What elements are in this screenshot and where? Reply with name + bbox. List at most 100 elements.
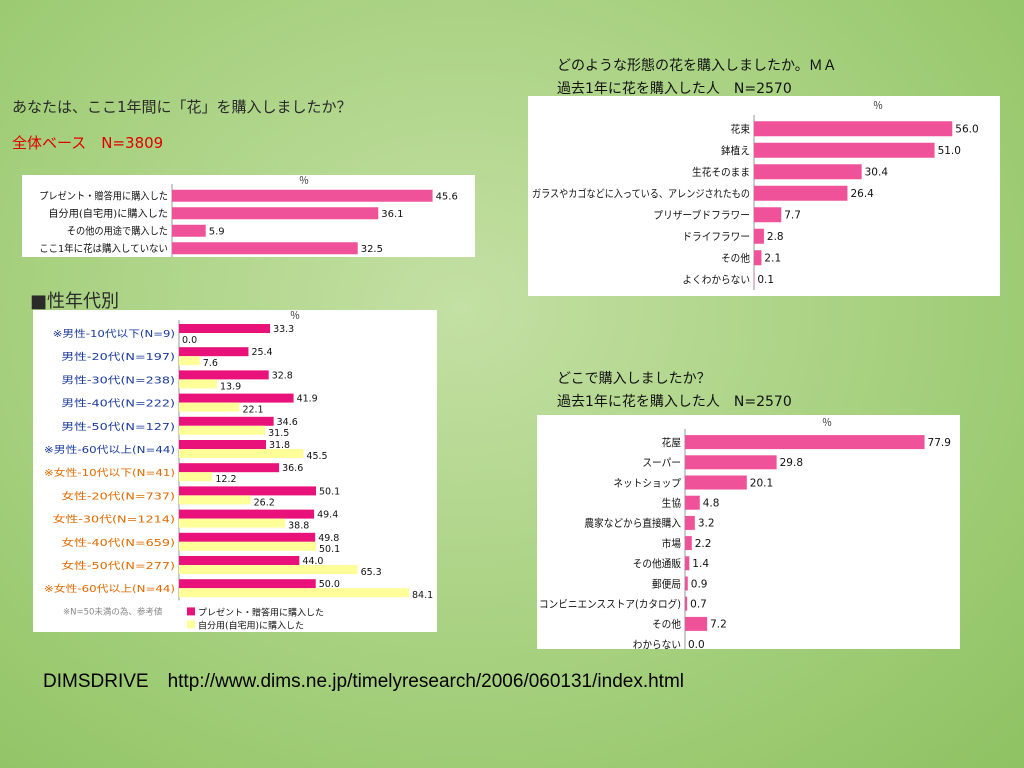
value-label: 30.4 [865, 167, 889, 179]
value-label-self: 38.8 [288, 521, 309, 532]
value-label: 1.4 [692, 558, 709, 570]
bar-series-self [179, 495, 251, 505]
bar-series-gift [179, 463, 280, 473]
value-label-self: 26.2 [254, 497, 275, 508]
bar [685, 475, 747, 490]
value-label-self: 50.1 [319, 544, 340, 555]
bar-series-gift [179, 532, 316, 542]
category-label: ※女性-60代以上(N=44) [44, 583, 175, 595]
bar-series-self [179, 565, 358, 574]
chart-form: ％ 花束 56.0 鉢植え 51.0 生花そのまま 30.4 ガラスやカゴなどに入っている、ア… [532, 101, 979, 290]
section-title-age-gender: ■性年代別 [30, 291, 120, 312]
category-label: コンビニエンスストア(カタログ) [539, 597, 681, 610]
legend-swatch-gift [187, 607, 195, 616]
bar [172, 224, 206, 237]
category-label: 自分用(自宅用)に購入した [48, 207, 168, 220]
value-label: 2.1 [764, 253, 781, 265]
value-label: 77.9 [928, 437, 951, 449]
bar [685, 536, 692, 551]
category-label: 女性-30代(N=1214) [53, 514, 175, 526]
value-label: 32.5 [361, 244, 383, 255]
category-label: 男性-30代(N=238) [61, 374, 175, 386]
category-label: 男性-20代(N=197) [61, 351, 175, 363]
value-label: 29.8 [780, 457, 803, 469]
bar-series-gift [179, 416, 274, 426]
chart-age-gender-panel: ％ ※男性-10代以下(N=9) 33.3 0.0 男性-20代(N=197) 25.4 7… [33, 310, 437, 632]
category-label: ガラスやカゴなどに入っている、アレンジされたもの [532, 187, 750, 200]
value-label: 7.7 [784, 210, 801, 222]
bar [172, 207, 379, 220]
category-label: 市場 [662, 537, 682, 550]
category-label: ※男性-60代以上(N=44) [44, 444, 175, 456]
value-label: 0.1 [757, 274, 774, 286]
value-label-self: 22.1 [242, 405, 263, 416]
bar-series-self [179, 541, 317, 551]
value-label: 0.7 [690, 598, 707, 610]
bar-series-gift [179, 486, 317, 496]
value-label: 5.9 [209, 226, 225, 237]
bar [685, 556, 690, 571]
category-label: よくわからない [682, 274, 750, 286]
bar [685, 435, 925, 450]
bar-series-gift [179, 440, 266, 449]
chart-purchase: ％ プレゼント・贈答用に購入した 45.6 自分用(自宅用)に購入した 36.1 その他の… [39, 176, 458, 257]
value-label-gift: 36.6 [282, 463, 303, 474]
value-label: 51.0 [938, 145, 961, 157]
bar-series-gift [179, 579, 316, 589]
unit-label: ％ [822, 418, 832, 429]
bar-series-self [179, 379, 218, 389]
bar [172, 189, 433, 202]
category-label: 女性-40代(N=659) [61, 537, 175, 549]
value-label-self: 45.5 [306, 451, 327, 462]
form-question-line2: 過去1年に花を購入した人 N=2570 [557, 81, 792, 97]
purchase-question-base: 全体ベース N=3809 [12, 134, 164, 152]
chart-note: ※N=50未満の為、参考値 [63, 606, 163, 617]
bar [685, 576, 688, 591]
value-label-gift: 50.0 [319, 579, 340, 590]
bar-series-gift [179, 347, 249, 357]
bar-series-gift [179, 324, 271, 333]
category-label: 花屋 [662, 436, 681, 449]
bar [754, 185, 848, 201]
chart-age-gender: ％ ※男性-10代以下(N=9) 33.3 0.0 男性-20代(N=197) 25.4 7… [44, 311, 433, 631]
unit-label: ％ [299, 176, 309, 187]
category-label: 男性-50代(N=127) [61, 421, 175, 433]
bar-series-self [179, 518, 286, 528]
chart-form-panel: ％ 花束 56.0 鉢植え 51.0 生花そのまま 30.4 ガラスやカゴなどに入っている、ア… [528, 96, 1000, 296]
legend-label-gift: プレゼント・贈答用に購入した [198, 606, 324, 618]
category-label: ここ1年に花は購入していない [39, 242, 168, 255]
category-label: ドライフラワー [682, 231, 750, 243]
value-label-gift: 50.1 [319, 486, 340, 497]
value-label-gift: 41.9 [297, 394, 318, 405]
chart-purchase-panel: ％ プレゼント・贈答用に購入した 45.6 自分用(自宅用)に購入した 36.1 その他の… [22, 175, 475, 257]
unit-label: ％ [873, 101, 883, 112]
bar [754, 250, 762, 266]
value-label-gift: 44.0 [302, 556, 323, 567]
value-label: 2.8 [767, 231, 784, 243]
chart-place-panel: ％ 花屋 77.9 スーパー 29.8 ネットショップ 20.1 生協 4.8 農家などから直接購… [537, 415, 960, 649]
bar [754, 121, 953, 137]
category-label: 農家などから直接購入 [584, 517, 681, 530]
category-label: プレゼント・贈答用に購入した [39, 189, 168, 202]
value-label-gift: 34.6 [277, 417, 298, 428]
bar [754, 207, 782, 223]
value-label-self: 31.5 [268, 428, 289, 439]
value-label-self: 65.3 [361, 567, 382, 578]
category-label: その他 [721, 252, 750, 265]
chart-place: ％ 花屋 77.9 スーパー 29.8 ネットショップ 20.1 生協 4.8 農家などから直接購… [539, 418, 951, 649]
bar [685, 495, 700, 510]
bar [685, 596, 688, 611]
bar-series-gift [179, 370, 269, 380]
bar-series-gift [179, 509, 315, 519]
value-label-gift: 49.4 [317, 510, 338, 521]
category-label: 鉢植え [721, 144, 750, 157]
value-label: 2.2 [695, 538, 712, 550]
value-label: 45.6 [436, 191, 458, 202]
category-label: ネットショップ [613, 477, 681, 489]
bar [754, 164, 862, 180]
value-label-gift: 49.8 [318, 533, 339, 544]
category-label: プリザーブドフラワー [653, 209, 750, 222]
category-label: 男性-40代(N=222) [61, 398, 175, 410]
value-label: 56.0 [955, 124, 978, 136]
value-label: 20.1 [750, 477, 773, 489]
